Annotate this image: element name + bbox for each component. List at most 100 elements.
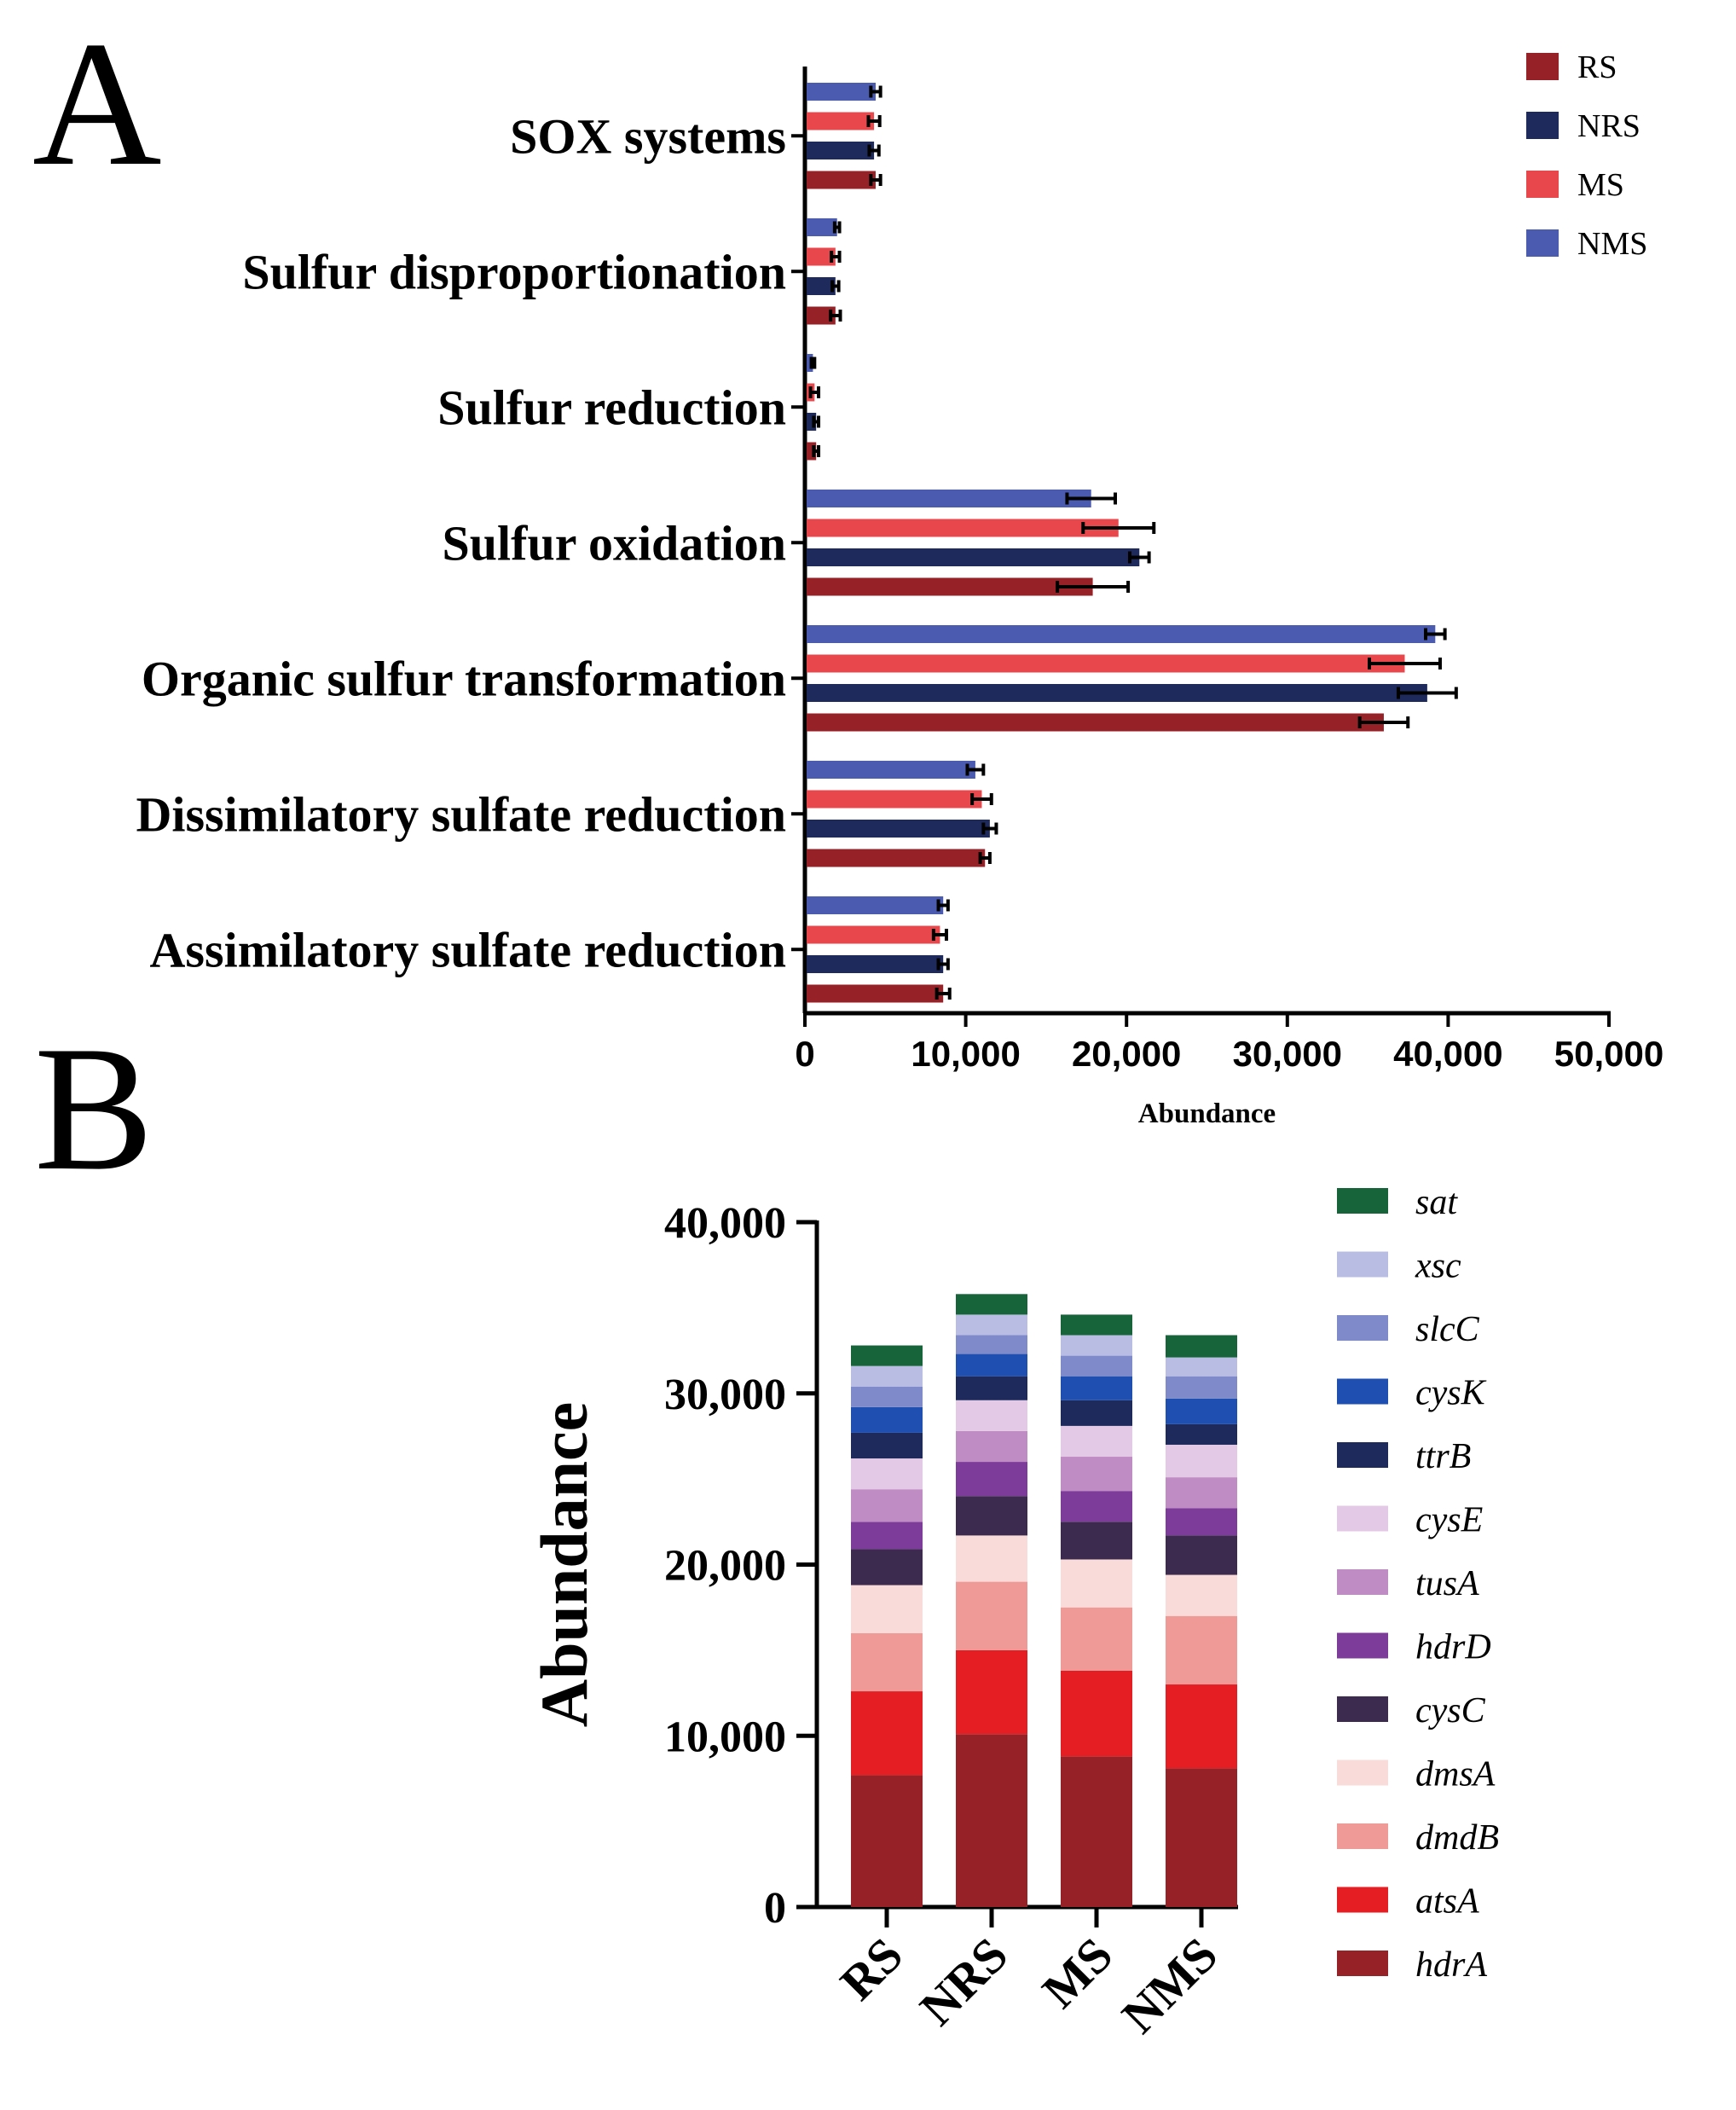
b-y-axis-title: Abundance bbox=[527, 1402, 601, 1727]
b-segment-hdrd-nms bbox=[1166, 1508, 1237, 1536]
b-segment-atsa-nms bbox=[1166, 1684, 1237, 1769]
b-legend-label-sat: sat bbox=[1415, 1183, 1458, 1222]
b-segment-dmdb-nms bbox=[1166, 1615, 1237, 1685]
a-x-tick-label: 10,000 bbox=[911, 1034, 1020, 1074]
a-bar-ms-dissimilatory-sulfate-reduction bbox=[807, 790, 982, 809]
a-bar-ms-organic-sulfur-transformation bbox=[807, 654, 1405, 673]
b-y-tick-label: 20,000 bbox=[664, 1542, 786, 1591]
b-legend-swatch-cysc bbox=[1337, 1696, 1388, 1722]
b-category-label-rs: RS bbox=[830, 1927, 913, 2010]
b-segment-hdra-ms bbox=[1061, 1756, 1132, 1907]
b-segment-tusa-rs bbox=[851, 1489, 923, 1522]
b-segment-cyse-rs bbox=[851, 1458, 923, 1490]
b-segment-ttrb-nms bbox=[1166, 1423, 1237, 1445]
a-bar-nrs-sulfur-oxidation bbox=[807, 548, 1140, 566]
b-segment-xsc-rs bbox=[851, 1365, 923, 1387]
b-segment-cysk-nms bbox=[1166, 1398, 1237, 1424]
b-legend-label-tusa: tusA bbox=[1415, 1564, 1479, 1603]
b-segment-dmsa-nrs bbox=[956, 1535, 1027, 1582]
a-bar-nms-organic-sulfur-transformation bbox=[807, 625, 1436, 643]
b-legend-swatch-dmsa bbox=[1337, 1759, 1388, 1786]
a-category-label-sulfur-oxidation: Sulfur oxidation bbox=[443, 515, 786, 571]
b-legend-label-slcc: slcC bbox=[1415, 1310, 1480, 1349]
b-legend-swatch-hdrd bbox=[1337, 1632, 1388, 1659]
a-legend-swatch-rs bbox=[1526, 53, 1559, 80]
a-bar-rs-sulfur-reduction bbox=[807, 442, 817, 461]
a-legend-swatch-nrs bbox=[1526, 112, 1559, 139]
b-legend-swatch-tusa bbox=[1337, 1569, 1388, 1595]
b-legend-label-hdra: hdrA bbox=[1415, 1945, 1487, 1985]
b-segment-slcc-rs bbox=[851, 1386, 923, 1407]
b-legend-swatch-ttrb bbox=[1337, 1442, 1388, 1468]
b-segment-cysc-nms bbox=[1166, 1535, 1237, 1575]
a-legend-swatch-ms bbox=[1526, 171, 1559, 198]
a-x-tick-label: 0 bbox=[795, 1034, 814, 1074]
b-segment-ttrb-ms bbox=[1061, 1400, 1132, 1426]
b-segment-sat-ms bbox=[1061, 1314, 1132, 1336]
a-category-label-sox-systems: SOX systems bbox=[510, 108, 786, 164]
b-segment-xsc-nrs bbox=[956, 1314, 1027, 1336]
a-bar-rs-organic-sulfur-transformation bbox=[807, 713, 1384, 732]
b-segment-cysk-nrs bbox=[956, 1354, 1027, 1377]
b-segment-atsa-ms bbox=[1061, 1670, 1132, 1757]
b-segment-hdrd-rs bbox=[851, 1522, 923, 1550]
b-legend-swatch-sat bbox=[1337, 1188, 1388, 1214]
b-legend-swatch-dmdb bbox=[1337, 1823, 1388, 1849]
b-legend-swatch-cyse bbox=[1337, 1505, 1388, 1532]
b-category-label-ms: MS bbox=[1032, 1927, 1123, 2018]
a-bar-rs-assimilatory-sulfate-reduction bbox=[807, 984, 944, 1003]
b-segment-atsa-rs bbox=[851, 1691, 923, 1776]
a-x-tick-label: 20,000 bbox=[1072, 1034, 1181, 1074]
a-bar-nrs-dissimilatory-sulfate-reduction bbox=[807, 820, 990, 838]
a-category-label-assimilatory-sulfate-reduction: Assimilatory sulfate reduction bbox=[150, 922, 786, 977]
a-bar-ms-sulfur-disproportionation bbox=[807, 247, 836, 266]
b-segment-cyse-ms bbox=[1061, 1425, 1132, 1458]
b-segment-dmsa-ms bbox=[1061, 1559, 1132, 1608]
a-legend-label-nrs: NRS bbox=[1577, 108, 1641, 144]
a-bar-nrs-sulfur-reduction bbox=[807, 413, 817, 431]
a-bar-ms-assimilatory-sulfate-reduction bbox=[807, 925, 940, 944]
b-segment-sat-nrs bbox=[956, 1294, 1027, 1315]
b-segment-atsa-nrs bbox=[956, 1649, 1027, 1735]
b-segment-slcc-nms bbox=[1166, 1376, 1237, 1399]
a-bar-rs-sulfur-disproportionation bbox=[807, 306, 836, 325]
b-y-tick-label: 30,000 bbox=[664, 1371, 786, 1419]
b-legend-swatch-hdra bbox=[1337, 1951, 1388, 1976]
a-legend-swatch-nms bbox=[1526, 229, 1559, 257]
b-segment-cyse-nrs bbox=[956, 1400, 1027, 1431]
b-legend-swatch-slcc bbox=[1337, 1315, 1388, 1341]
b-legend-label-dmdb: dmdB bbox=[1415, 1818, 1499, 1858]
chart-a-horizontal-bars: 0 10,000 20,000 30,000 40,000 50,000 Abundance… bbox=[136, 49, 1664, 1129]
a-x-tick-label: 30,000 bbox=[1233, 1034, 1342, 1074]
a-category-label-organic-sulfur-transformation: Organic sulfur transformation bbox=[142, 651, 786, 706]
b-segment-slcc-ms bbox=[1061, 1355, 1132, 1377]
b-segment-cysk-ms bbox=[1061, 1376, 1132, 1400]
b-legend-swatch-xsc bbox=[1337, 1251, 1388, 1278]
a-bar-rs-dissimilatory-sulfate-reduction bbox=[807, 849, 986, 867]
b-legend-label-cysk: cysK bbox=[1415, 1374, 1487, 1413]
a-bar-nrs-sox-systems bbox=[807, 142, 875, 159]
b-segment-dmdb-rs bbox=[851, 1632, 923, 1692]
b-legend-label-cyse: cysE bbox=[1415, 1501, 1483, 1540]
a-legend-label-ms: MS bbox=[1577, 167, 1624, 203]
b-category-label-nrs: NRS bbox=[909, 1927, 1018, 2036]
b-segment-sat-rs bbox=[851, 1345, 923, 1366]
b-category-label-nms: NMS bbox=[1111, 1927, 1228, 2043]
a-category-label-dissimilatory-sulfate-reduction: Dissimilatory sulfate reduction bbox=[136, 786, 786, 842]
b-legend-swatch-cysk bbox=[1337, 1378, 1388, 1405]
b-segment-dmsa-rs bbox=[851, 1585, 923, 1633]
b-y-tick-label: 0 bbox=[764, 1884, 786, 1933]
b-segment-slcc-nrs bbox=[956, 1335, 1027, 1354]
b-legend-swatch-atsa bbox=[1337, 1887, 1388, 1913]
b-segment-tusa-ms bbox=[1061, 1457, 1132, 1492]
b-legend-label-atsa: atsA bbox=[1415, 1882, 1479, 1922]
b-segment-cysk-rs bbox=[851, 1406, 923, 1433]
a-bar-nrs-organic-sulfur-transformation bbox=[807, 684, 1427, 702]
b-segment-cysc-ms bbox=[1061, 1522, 1132, 1560]
b-legend-label-xsc: xsc bbox=[1415, 1247, 1461, 1286]
a-x-tick-label: 40,000 bbox=[1393, 1034, 1502, 1074]
b-segment-hdra-nrs bbox=[956, 1734, 1027, 1907]
b-segment-xsc-ms bbox=[1061, 1335, 1132, 1356]
